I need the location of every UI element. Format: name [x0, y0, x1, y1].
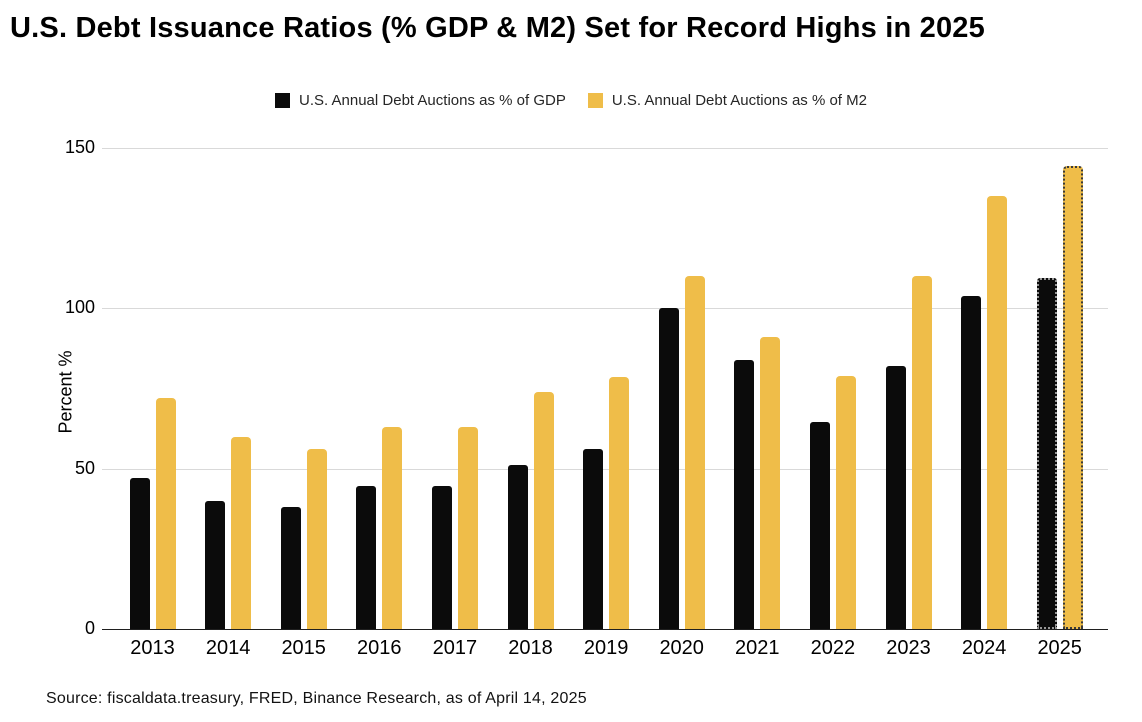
bar-m2-2022: [835, 375, 856, 629]
bar-gdp-2021: [734, 359, 755, 629]
bar-gdp-2024: [961, 295, 982, 629]
x-axis-label-2017: 2017: [432, 637, 478, 659]
bar-m2-2023: [911, 276, 932, 629]
bar-group-2021: [734, 337, 781, 629]
bar-gdp-2020: [658, 308, 679, 629]
x-axis-label-2021: 2021: [735, 637, 780, 659]
bar-gdp-2014: [205, 500, 226, 629]
gridline-150: [102, 148, 1108, 149]
bar-group-2023: [885, 276, 932, 629]
m2-series-swatch: [587, 93, 603, 108]
source-note: Source: fiscaldata.treasury, FRED, Binan…: [46, 690, 587, 707]
x-axis-label-2019: 2019: [583, 637, 629, 659]
bar-gdp-2025: [1036, 277, 1057, 629]
y-axis-title: Percent %: [55, 350, 76, 434]
bar-m2-2019: [609, 377, 630, 629]
bar-gdp-2023: [885, 366, 906, 629]
bar-group-2014: [205, 436, 252, 629]
bar-group-2015: [280, 449, 327, 629]
bar-m2-2021: [760, 337, 781, 629]
bar-group-2013: [129, 398, 176, 629]
bar-group-2016: [356, 426, 403, 629]
y-tick-label-100: 100: [64, 297, 95, 318]
y-tick-label-50: 50: [74, 457, 95, 478]
bar-m2-2017: [457, 426, 478, 629]
bar-m2-2018: [533, 391, 554, 629]
legend-label-m2: U.S. Annual Debt Auctions as % of M2: [611, 92, 867, 109]
x-axis-label-2020: 2020: [659, 637, 704, 659]
x-axis-line: [102, 629, 1108, 630]
x-axis-label-2015: 2015: [281, 637, 326, 659]
x-axis-label-2024: 2024: [961, 637, 1007, 659]
bar-group-2020: [658, 276, 705, 629]
bar-group-2018: [507, 391, 554, 629]
plot-area: [102, 148, 1108, 630]
bar-group-2022: [809, 375, 856, 629]
legend-label-gdp: U.S. Annual Debt Auctions as % of GDP: [299, 92, 566, 109]
bar-m2-2015: [306, 449, 327, 629]
bar-m2-2013: [155, 398, 176, 629]
bar-group-2017: [431, 426, 478, 629]
x-axis-label-2014: 2014: [205, 637, 251, 659]
bar-gdp-2017: [431, 486, 452, 629]
gridline-100: [102, 308, 1108, 310]
chart-legend: U.S. Annual Debt Auctions as % of GDP U.…: [0, 92, 1142, 109]
bar-gdp-2019: [583, 449, 604, 629]
bar-gdp-2022: [809, 422, 830, 629]
x-axis-label-2018: 2018: [508, 637, 553, 659]
x-axis-label-2025: 2025: [1037, 637, 1082, 659]
y-tick-label-150: 150: [64, 137, 95, 157]
gridline-50: [102, 468, 1108, 470]
bar-gdp-2018: [507, 465, 528, 629]
bar-group-2024: [961, 196, 1008, 629]
bar-m2-2020: [684, 276, 705, 629]
bar-m2-2016: [382, 426, 403, 629]
x-axis-label-2022: 2022: [810, 637, 856, 659]
bar-group-2019: [583, 377, 630, 629]
x-axis-label-2016: 2016: [357, 637, 402, 659]
chart-title: U.S. Debt Issuance Ratios (% GDP & M2) S…: [10, 12, 985, 44]
bar-gdp-2015: [280, 507, 301, 629]
bar-group-2025: [1036, 165, 1083, 629]
bar-m2-2025: [1062, 165, 1083, 629]
gdp-series-swatch: [275, 93, 291, 108]
x-axis-label-2013: 2013: [130, 637, 175, 659]
bar-m2-2024: [987, 196, 1008, 629]
y-tick-label-0: 0: [84, 618, 95, 638]
bar-m2-2014: [231, 436, 252, 629]
bar-gdp-2016: [356, 486, 377, 629]
legend-item-m2: U.S. Annual Debt Auctions as % of M2: [587, 92, 867, 109]
x-axis-label-2023: 2023: [886, 637, 931, 659]
bar-gdp-2013: [129, 478, 150, 629]
legend-item-gdp: U.S. Annual Debt Auctions as % of GDP: [275, 92, 566, 109]
